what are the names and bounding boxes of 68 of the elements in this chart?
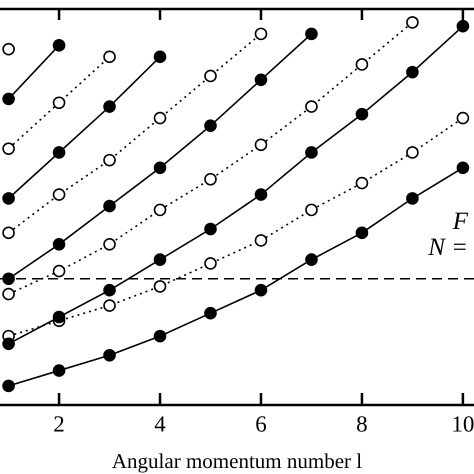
point	[2, 226, 15, 240]
point	[154, 50, 166, 64]
point	[154, 161, 166, 174]
point	[254, 73, 268, 86]
point	[204, 119, 217, 132]
x-tick-label: 6	[255, 411, 267, 436]
point	[154, 204, 166, 216]
point	[356, 58, 368, 71]
point	[406, 66, 419, 78]
point	[204, 70, 217, 82]
point	[154, 280, 166, 293]
x-tick-label: 2	[53, 411, 65, 436]
point	[406, 16, 419, 29]
point	[2, 380, 15, 392]
point	[52, 264, 66, 278]
point	[52, 238, 66, 251]
point	[2, 272, 15, 286]
point	[456, 112, 470, 124]
point	[103, 238, 116, 251]
point	[254, 188, 268, 201]
x-axis-title: Angular momentum number l	[112, 449, 362, 473]
point	[305, 28, 318, 40]
point	[52, 96, 66, 110]
point	[254, 234, 268, 247]
point	[356, 176, 368, 190]
point	[103, 348, 116, 362]
point	[2, 42, 15, 56]
point	[2, 142, 15, 155]
point	[2, 288, 15, 300]
point	[305, 253, 318, 266]
point	[204, 222, 217, 236]
point	[305, 100, 318, 113]
point	[103, 100, 116, 113]
point	[356, 108, 368, 121]
point	[2, 337, 15, 350]
point	[52, 39, 66, 52]
point	[2, 192, 15, 205]
point	[305, 146, 318, 159]
point	[103, 284, 116, 297]
point	[254, 138, 268, 152]
point	[103, 299, 116, 312]
point	[103, 200, 116, 212]
point	[406, 146, 419, 159]
point	[154, 253, 166, 266]
point	[52, 146, 66, 159]
point	[52, 364, 66, 377]
point	[356, 226, 368, 240]
point	[154, 112, 166, 124]
point	[406, 192, 419, 205]
point	[456, 161, 470, 174]
point	[305, 204, 318, 216]
x-tick-label: 8	[356, 411, 368, 436]
point	[456, 20, 470, 33]
point	[2, 92, 15, 106]
point	[204, 172, 217, 186]
point	[254, 284, 268, 297]
point	[204, 257, 217, 270]
point	[254, 28, 268, 40]
annotation: N =	[428, 234, 468, 262]
annotation: F	[452, 208, 468, 236]
point	[103, 50, 116, 64]
point	[204, 306, 217, 320]
point	[52, 188, 66, 201]
x-tick-label: 10	[451, 411, 474, 436]
point	[154, 330, 166, 342]
point	[52, 310, 66, 324]
x-tick-label: 4	[154, 411, 166, 436]
point	[103, 154, 116, 166]
